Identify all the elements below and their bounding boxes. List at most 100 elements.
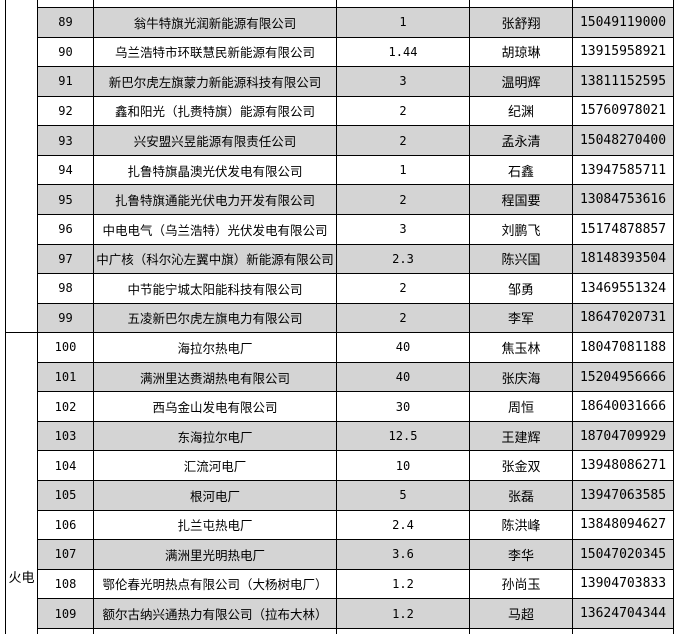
cell-contact-name: 温明辉 [470, 67, 573, 96]
table-row: 100 海拉尔热电厂 40 焦玉林 18047081188 [38, 333, 674, 363]
cell-contact-name: 李华 [470, 540, 573, 569]
partial-cell [573, 628, 674, 634]
group-cell-thermal-power: 火电 [5, 333, 38, 634]
cell-row-number: 102 [38, 392, 94, 421]
cell-row-number: 109 [38, 599, 94, 628]
group-cell-upper [5, 0, 38, 333]
partial-cell [470, 0, 573, 7]
table-row: 101 满洲里达赉湖热电有限公司 40 张庆海 15204956666 [38, 362, 674, 393]
cell-company-name: 乌兰浩特市环联慧民新能源有限公司 [94, 37, 337, 67]
cell-capacity: 2 [337, 274, 470, 303]
cell-capacity: 2 [337, 185, 470, 214]
cell-contact-name: 张舒翔 [470, 8, 573, 37]
cell-capacity: 1 [337, 8, 470, 37]
cell-capacity: 5 [337, 481, 470, 510]
cell-contact-name: 王建辉 [470, 421, 573, 451]
cell-phone-number: 18704709929 [573, 421, 674, 451]
cell-phone-number: 13624704344 [573, 599, 674, 628]
cell-capacity: 3 [337, 214, 470, 244]
table-row: 97 中广核（科尔沁左翼中旗）新能源有限公司 2.3 陈兴国 181483935… [38, 244, 674, 275]
cell-company-name: 扎鲁特旗晶澳光伏发电有限公司 [94, 155, 337, 185]
cell-row-number: 100 [38, 333, 94, 362]
cell-company-name: 扎鲁特旗通能光伏电力开发有限公司 [94, 185, 337, 214]
cell-contact-name: 张庆海 [470, 362, 573, 392]
group-label-thermal-power: 火电 [8, 571, 35, 586]
table-row: 102 西乌金山发电有限公司 30 周恒 18640031666 [38, 392, 674, 422]
cell-phone-number: 13915958921 [573, 37, 674, 67]
cell-phone-number: 13084753616 [573, 185, 674, 214]
partial-cell [94, 0, 337, 7]
cell-row-number: 90 [38, 37, 94, 67]
cell-company-name: 西乌金山发电有限公司 [94, 392, 337, 421]
cell-capacity: 3 [337, 67, 470, 96]
cell-phone-number: 15047020345 [573, 540, 674, 569]
cell-row-number: 101 [38, 362, 94, 392]
cell-phone-number: 13947063585 [573, 481, 674, 510]
cell-company-name: 鄂伦春光明热点有限公司（大杨树电厂） [94, 569, 337, 599]
cell-contact-name: 陈洪峰 [470, 510, 573, 540]
cell-contact-name: 马超 [470, 599, 573, 628]
cell-contact-name: 胡琼琳 [470, 37, 573, 67]
cell-contact-name: 周恒 [470, 392, 573, 421]
partial-cell [337, 0, 470, 7]
table-row: 107 满洲里光明热电厂 3.6 李华 15047020345 [38, 540, 674, 570]
cell-row-number: 96 [38, 214, 94, 244]
cell-phone-number: 13948086271 [573, 451, 674, 480]
table-row: 90 乌兰浩特市环联慧民新能源有限公司 1.44 胡琼琳 13915958921 [38, 37, 674, 68]
cell-capacity: 2.4 [337, 510, 470, 540]
cell-company-name: 翁牛特旗光润新能源有限公司 [94, 8, 337, 37]
cell-phone-number: 15204956666 [573, 362, 674, 392]
table-row: 103 东海拉尔电厂 12.5 王建辉 18704709929 [38, 421, 674, 452]
cell-capacity: 40 [337, 362, 470, 392]
cell-phone-number: 13469551324 [573, 274, 674, 303]
cell-contact-name: 纪渊 [470, 96, 573, 126]
cell-row-number: 94 [38, 155, 94, 185]
table-row: 94 扎鲁特旗晶澳光伏发电有限公司 1 石鑫 13947585711 [38, 155, 674, 186]
cell-company-name: 根河电厂 [94, 481, 337, 510]
cell-capacity: 1.44 [337, 37, 470, 67]
table-row: 95 扎鲁特旗通能光伏电力开发有限公司 2 程国要 13084753616 [38, 185, 674, 215]
cell-contact-name: 石鑫 [470, 155, 573, 185]
cell-company-name: 海拉尔热电厂 [94, 333, 337, 362]
partial-cell [573, 0, 674, 7]
cell-row-number: 99 [38, 303, 94, 333]
partial-cell [470, 628, 573, 634]
cell-row-number: 92 [38, 96, 94, 126]
partial-cell [94, 628, 337, 634]
cell-row-number: 98 [38, 274, 94, 303]
cell-capacity: 2 [337, 96, 470, 126]
cell-phone-number: 13904703833 [573, 569, 674, 599]
cell-contact-name: 刘鹏飞 [470, 214, 573, 244]
table-row: 106 扎兰屯热电厂 2.4 陈洪峰 13848094627 [38, 510, 674, 541]
cell-contact-name: 张磊 [470, 481, 573, 510]
table-row: 96 中电电气（乌兰浩特）光伏发电有限公司 3 刘鹏飞 15174878857 [38, 214, 674, 245]
table-row: 108 鄂伦春光明热点有限公司（大杨树电厂） 1.2 孙尚玉 139047038… [38, 569, 674, 600]
cell-company-name: 中广核（科尔沁左翼中旗）新能源有限公司 [94, 244, 337, 274]
cell-phone-number: 13848094627 [573, 510, 674, 540]
cell-capacity: 2 [337, 126, 470, 155]
cell-contact-name: 孙尚玉 [470, 569, 573, 599]
cell-capacity: 12.5 [337, 421, 470, 451]
cell-row-number: 105 [38, 481, 94, 510]
cell-company-name: 东海拉尔电厂 [94, 421, 337, 451]
cell-phone-number: 13947585711 [573, 155, 674, 185]
partial-cell [337, 628, 470, 634]
cell-company-name: 五凌新巴尔虎左旗电力有限公司 [94, 303, 337, 333]
cell-company-name: 扎兰屯热电厂 [94, 510, 337, 540]
cell-phone-number: 15049119000 [573, 8, 674, 37]
cell-company-name: 汇流河电厂 [94, 451, 337, 480]
cell-row-number: 91 [38, 67, 94, 96]
cell-company-name: 额尔古纳兴通热力有限公司（拉布大林） [94, 599, 337, 628]
table-row: 92 鑫和阳光（扎赉特旗）能源有限公司 2 纪渊 15760978021 [38, 96, 674, 127]
cell-row-number: 89 [38, 8, 94, 37]
cell-row-number: 108 [38, 569, 94, 599]
cell-contact-name: 焦玉林 [470, 333, 573, 362]
partial-cell [38, 0, 94, 7]
cell-company-name: 新巴尔虎左旗蒙力新能源科技有限公司 [94, 67, 337, 96]
table-row: 91 新巴尔虎左旗蒙力新能源科技有限公司 3 温明辉 13811152595 [38, 67, 674, 97]
table-body: 89 翁牛特旗光润新能源有限公司 1 张舒翔 15049119000 90 乌兰… [38, 0, 674, 634]
cell-contact-name: 孟永清 [470, 126, 573, 155]
cell-row-number: 107 [38, 540, 94, 569]
cell-contact-name: 李军 [470, 303, 573, 333]
